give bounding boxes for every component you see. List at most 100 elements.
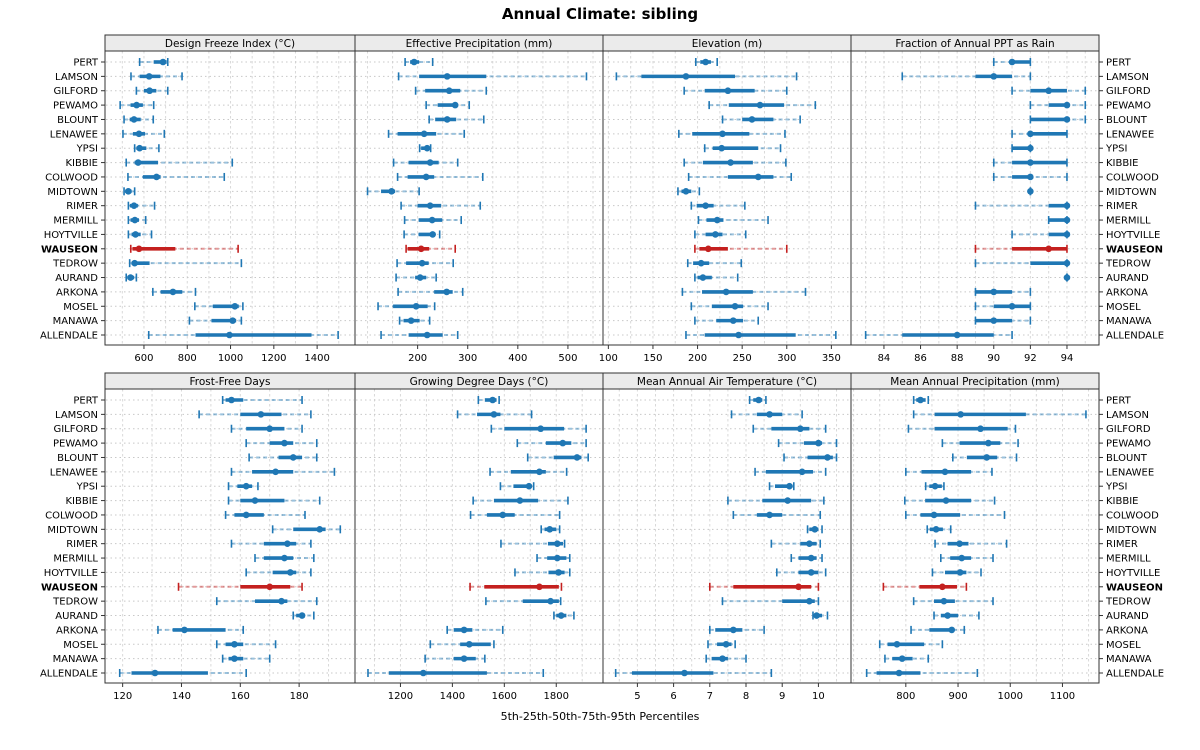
median-dot <box>704 245 712 253</box>
axis-tick-label: 1200 <box>261 353 286 364</box>
median-dot <box>1027 130 1034 138</box>
median-dot <box>1063 116 1071 123</box>
panel-strip-title: Growing Degree Days (°C) <box>410 376 549 388</box>
median-dot <box>990 288 998 296</box>
median-dot <box>977 425 984 433</box>
percentile-caption: 5th-25th-50th-75th-95th Percentiles <box>500 710 700 723</box>
median-dot <box>553 554 561 562</box>
median-dot <box>948 626 956 634</box>
median-dot <box>939 583 946 591</box>
median-dot <box>417 245 425 253</box>
site-label-right: LAMSON <box>1106 410 1149 421</box>
site-label-left: ALLENDALE <box>40 331 98 342</box>
median-dot <box>133 101 140 109</box>
median-dot <box>536 468 543 476</box>
median-dot <box>731 302 739 310</box>
panel-border <box>602 388 852 684</box>
median-dot <box>151 669 159 677</box>
axis-tick-label: 5 <box>634 691 640 702</box>
site-label-left: WAUSEON <box>41 582 98 593</box>
site-label-left: AURAND <box>55 273 98 284</box>
axis-tick-label: 500 <box>558 353 577 364</box>
median-dot <box>132 231 139 238</box>
site-label-right: MANAWA <box>1106 316 1152 327</box>
axis-tick-label: 800 <box>178 353 197 364</box>
median-dot <box>806 540 813 547</box>
median-dot <box>702 58 709 66</box>
median-dot <box>423 144 431 152</box>
site-label-right: COLWOOD <box>1106 510 1159 521</box>
site-label-right: YPSI <box>1105 144 1127 155</box>
site-label-left: PEWAMO <box>53 439 98 450</box>
axis-tick-label: 92 <box>1024 353 1037 364</box>
axis-tick-label: 1000 <box>998 691 1023 702</box>
site-label-left: TEDROW <box>52 597 98 608</box>
panel-strip-title: Design Freeze Index (°C) <box>165 38 295 50</box>
site-label-right: RIMER <box>1106 539 1138 550</box>
median-dot <box>766 511 773 519</box>
median-dot <box>722 288 730 296</box>
site-label-left: MIDTOWN <box>47 187 98 198</box>
site-label-left: RIMER <box>66 201 98 212</box>
median-dot <box>418 259 426 267</box>
median-dot <box>547 597 554 605</box>
panel-strip-title: Mean Annual Precipitation (mm) <box>890 376 1059 388</box>
site-label-left: ARKONA <box>56 625 98 636</box>
axis-tick-label: 100 <box>599 353 618 364</box>
median-dot <box>754 173 762 181</box>
median-dot <box>159 58 167 66</box>
median-dot <box>419 669 427 677</box>
median-dot <box>990 317 998 324</box>
median-dot <box>136 144 143 152</box>
site-label-right: MIDTOWN <box>1106 187 1157 198</box>
median-dot <box>784 497 791 504</box>
median-dot <box>422 173 430 181</box>
median-dot <box>420 130 428 138</box>
site-label-right: MIDTOWN <box>1106 525 1157 536</box>
site-label-right: ALLENDALE <box>1106 331 1164 342</box>
median-dot <box>815 439 822 447</box>
median-dot <box>278 597 285 605</box>
site-label-right: MERMILL <box>1106 216 1151 227</box>
median-dot <box>1008 58 1016 66</box>
median-dot <box>941 468 949 476</box>
median-dot <box>229 317 237 324</box>
site-label-left: AURAND <box>55 611 98 622</box>
median-dot <box>898 655 906 662</box>
axis-tick-label: 160 <box>231 691 250 702</box>
site-label-left: ARKONA <box>56 287 98 298</box>
site-label-right: LENAWEE <box>1106 129 1154 140</box>
site-label-right: HOYTVILLE <box>1106 568 1160 579</box>
median-dot <box>443 116 451 123</box>
median-dot <box>557 612 565 619</box>
site-label-right: PERT <box>1106 58 1132 69</box>
median-dot <box>1008 302 1016 310</box>
site-label-left: MOSEL <box>63 640 98 651</box>
axis-tick-label: 1000 <box>218 353 243 364</box>
median-dot <box>1063 202 1071 209</box>
median-dot <box>806 597 813 605</box>
median-dot <box>1045 245 1052 253</box>
median-dot <box>1063 259 1071 267</box>
median-dot <box>546 526 554 533</box>
axis-tick-label: 88 <box>951 353 964 364</box>
median-dot <box>1063 101 1071 109</box>
median-dot <box>702 202 709 209</box>
median-dot <box>516 497 524 504</box>
median-dot <box>807 554 815 562</box>
median-dot <box>956 569 964 576</box>
site-label-right: WAUSEON <box>1106 244 1163 255</box>
median-dot <box>181 626 188 634</box>
median-dot <box>713 216 721 224</box>
site-label-left: BLOUNT <box>57 115 99 126</box>
median-dot <box>228 396 235 404</box>
axis-tick-label: 600 <box>134 353 153 364</box>
median-dot <box>451 101 459 109</box>
chart-title: Annual Climate: sibling <box>501 5 699 23</box>
panel-strip-title: Frost-Free Days <box>190 376 271 388</box>
axis-tick-label: 9 <box>779 691 785 702</box>
median-dot <box>755 396 762 404</box>
median-dot <box>251 497 259 504</box>
panel-border <box>602 50 852 346</box>
